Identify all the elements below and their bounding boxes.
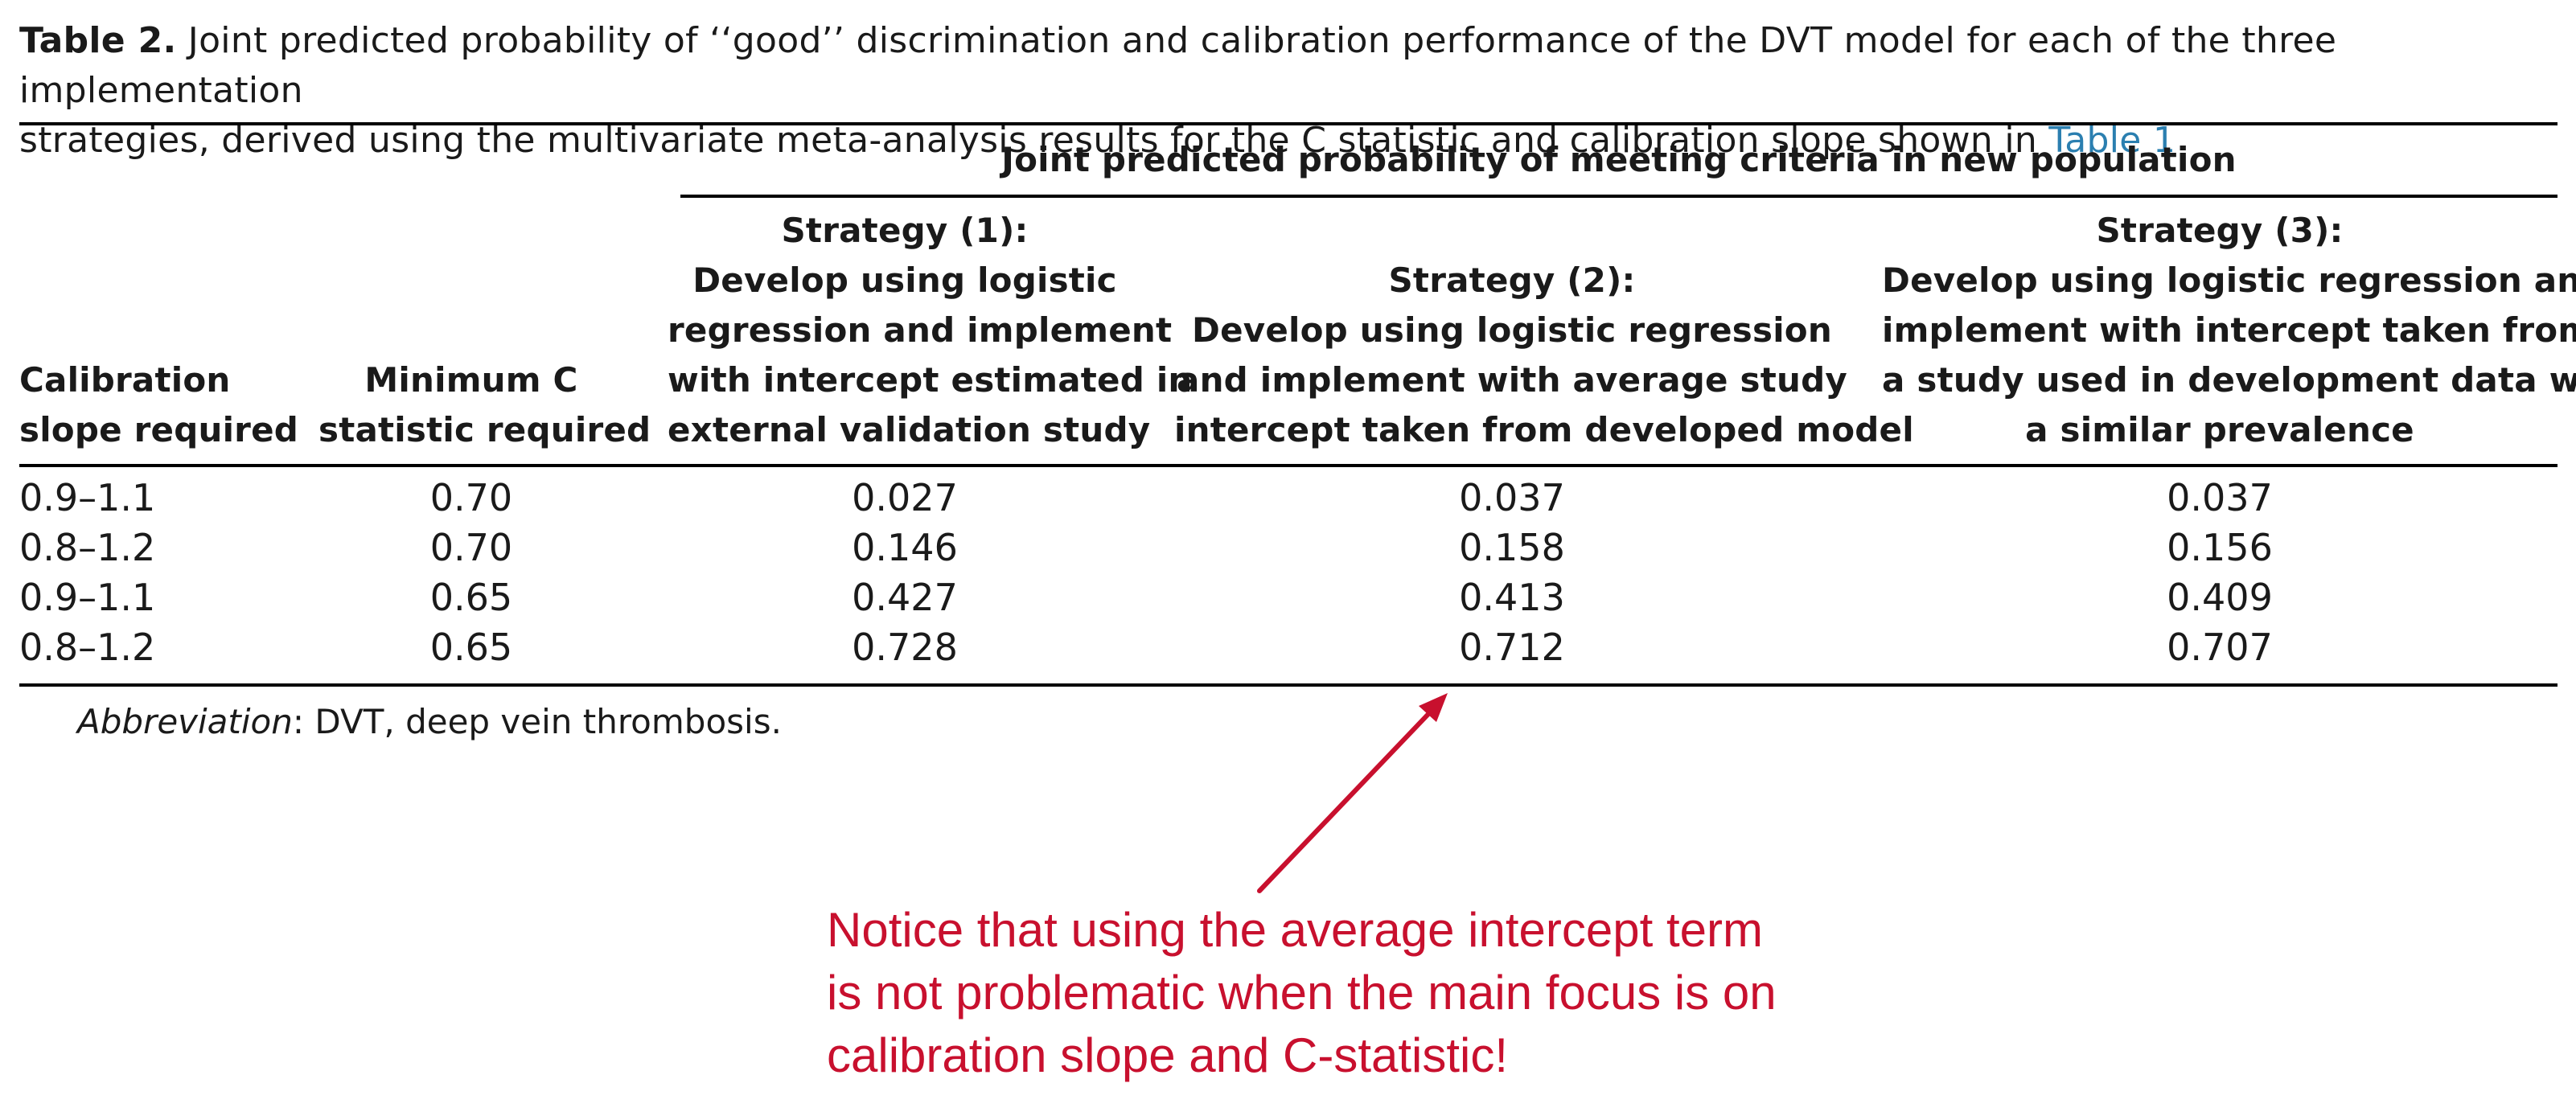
annotation-line: is not problematic when the main focus i… [827, 966, 1777, 1020]
header-line: intercept taken from developed model [1174, 410, 1914, 449]
arrowhead-icon [1419, 693, 1448, 722]
header-line: a study used in development data with [1882, 360, 2576, 400]
cell-c-statistic: 0.70 [429, 476, 513, 519]
header-line: Develop using logistic regression and [1882, 261, 2576, 300]
cell-strategy-1: 0.146 [852, 526, 958, 569]
column-header-strategy-2: Strategy (2): Develop using logistic reg… [1174, 256, 1914, 455]
header-line: a similar prevalence [2025, 410, 2414, 449]
header-line: with intercept estimated in [668, 360, 1193, 400]
cell-strategy-2: 0.413 [1459, 576, 1565, 619]
footnote-label: Abbreviation [77, 702, 293, 741]
annotation-line: Notice that using the average intercept … [827, 903, 1763, 957]
cell-strategy-2: 0.037 [1459, 476, 1565, 519]
table-caption: Table 2. Joint predicted probability of … [19, 16, 2561, 166]
header-line: slope required [19, 410, 299, 449]
cell-strategy-3: 0.409 [2167, 576, 2273, 619]
caption-label: Table 2. [19, 20, 177, 61]
cell-strategy-1: 0.728 [852, 626, 958, 669]
header-line: statistic required [318, 410, 651, 449]
group-header-rule [680, 195, 2558, 198]
cell-c-statistic: 0.65 [429, 626, 513, 669]
header-line: Develop using logistic regression [1192, 310, 1832, 350]
footnote-text: : DVT, deep vein thrombosis. [292, 702, 782, 741]
arrow-shaft [1257, 710, 1432, 893]
caption-line-1: Table 2. Joint predicted probability of … [19, 16, 2561, 116]
column-header-calibration: Calibration slope required [19, 355, 298, 455]
header-line: Strategy (1): [781, 211, 1029, 250]
caption-text-2: strategies, derived using the multivaria… [19, 120, 2049, 161]
top-rule [19, 122, 2558, 125]
header-line: implement with intercept taken from [1882, 310, 2576, 350]
header-bottom-rule [19, 464, 2558, 467]
column-header-strategy-3: Strategy (3): Develop using logistic reg… [1882, 206, 2576, 455]
header-line: Calibration [19, 360, 231, 400]
cell-slope: 0.9–1.1 [19, 476, 156, 519]
cell-slope: 0.8–1.2 [19, 626, 156, 669]
header-line: external validation study [668, 410, 1151, 449]
header-line: Minimum C [364, 360, 578, 400]
header-line: Develop using logistic [692, 261, 1117, 300]
annotation-line: calibration slope and C-statistic! [827, 1028, 1509, 1082]
column-header-strategy-1: Strategy (1): Develop using logistic reg… [668, 206, 1193, 455]
group-header: Joint predicted probability of meeting c… [680, 135, 2558, 185]
cell-strategy-1: 0.427 [852, 576, 958, 619]
cell-strategy-3: 0.156 [2167, 526, 2273, 569]
cell-strategy-2: 0.158 [1459, 526, 1565, 569]
cell-strategy-2: 0.712 [1459, 626, 1565, 669]
bottom-rule [19, 683, 2558, 687]
header-line: regression and implement [668, 310, 1173, 350]
table-footnote: Abbreviation: DVT, deep vein thrombosis. [77, 698, 782, 746]
cell-slope: 0.9–1.1 [19, 576, 156, 619]
group-header-text: Joint predicted probability of meeting c… [1001, 140, 2237, 179]
cell-slope: 0.8–1.2 [19, 526, 156, 569]
column-header-c-statistic: Minimum C statistic required [318, 355, 651, 455]
caption-line-2: strategies, derived using the multivaria… [19, 116, 2561, 166]
cell-c-statistic: 0.65 [429, 576, 513, 619]
cell-strategy-1: 0.027 [852, 476, 958, 519]
header-line: and implement with average study [1177, 360, 1847, 400]
annotation-callout: Notice that using the average intercept … [827, 899, 1872, 1087]
cell-strategy-3: 0.707 [2167, 626, 2273, 669]
table-1-link[interactable]: Table 1 [2048, 120, 2176, 161]
cell-strategy-3: 0.037 [2167, 476, 2273, 519]
header-line: Strategy (2): [1388, 261, 1636, 300]
caption-text-1: Joint predicted probability of ‘‘good’’ … [19, 20, 2337, 111]
cell-c-statistic: 0.70 [429, 526, 513, 569]
header-line: Strategy (3): [2096, 211, 2344, 250]
